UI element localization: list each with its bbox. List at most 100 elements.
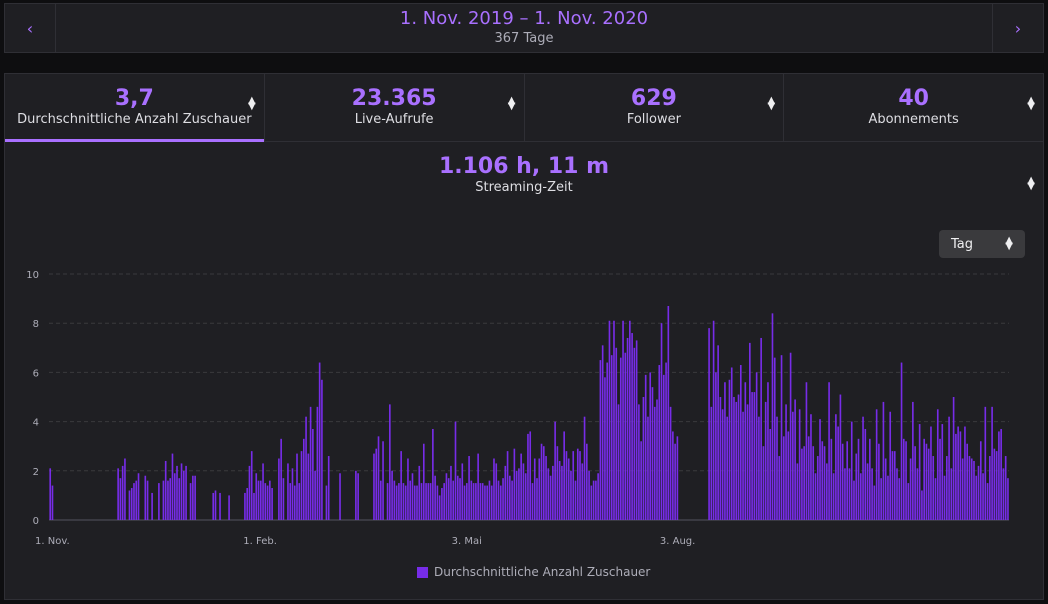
bar[interactable] bbox=[638, 404, 640, 520]
bar[interactable] bbox=[49, 468, 52, 520]
bar[interactable] bbox=[921, 490, 923, 520]
bar[interactable] bbox=[162, 480, 165, 520]
bar[interactable] bbox=[993, 448, 996, 520]
bar[interactable] bbox=[995, 451, 998, 520]
sort-icon[interactable]: ▲ ▼ bbox=[1027, 95, 1035, 112]
bar[interactable] bbox=[130, 488, 133, 520]
bar[interactable] bbox=[293, 485, 296, 520]
bar[interactable] bbox=[373, 453, 375, 520]
bar[interactable] bbox=[927, 448, 930, 520]
bar[interactable] bbox=[518, 468, 520, 520]
bar[interactable] bbox=[878, 443, 880, 520]
bar[interactable] bbox=[379, 480, 382, 520]
bar[interactable] bbox=[511, 480, 513, 520]
bar[interactable] bbox=[873, 485, 876, 520]
bar[interactable] bbox=[545, 456, 547, 520]
bar[interactable] bbox=[479, 483, 482, 520]
bar[interactable] bbox=[930, 426, 932, 520]
bar[interactable] bbox=[846, 441, 849, 520]
bar[interactable] bbox=[979, 441, 982, 520]
bar[interactable] bbox=[665, 362, 667, 520]
bar[interactable] bbox=[558, 460, 561, 520]
bar[interactable] bbox=[749, 342, 751, 520]
bar[interactable] bbox=[595, 480, 597, 520]
bar[interactable] bbox=[712, 320, 715, 520]
bar[interactable] bbox=[662, 374, 665, 520]
bar[interactable] bbox=[325, 485, 328, 520]
bar[interactable] bbox=[169, 478, 172, 520]
bar[interactable] bbox=[769, 428, 772, 520]
bar[interactable] bbox=[651, 387, 654, 520]
bar[interactable] bbox=[529, 431, 532, 520]
bar[interactable] bbox=[522, 463, 525, 520]
bar[interactable] bbox=[302, 438, 305, 520]
bar[interactable] bbox=[597, 473, 599, 520]
bar[interactable] bbox=[502, 478, 504, 520]
bar[interactable] bbox=[810, 414, 812, 520]
bar[interactable] bbox=[259, 480, 262, 520]
bar[interactable] bbox=[968, 456, 971, 520]
bar[interactable] bbox=[631, 333, 633, 520]
bar[interactable] bbox=[864, 428, 867, 520]
bar[interactable] bbox=[298, 483, 301, 520]
bar[interactable] bbox=[504, 465, 507, 520]
bar[interactable] bbox=[135, 480, 138, 520]
bar[interactable] bbox=[280, 438, 282, 520]
bar[interactable] bbox=[497, 480, 500, 520]
bar[interactable] bbox=[255, 473, 258, 520]
bar[interactable] bbox=[782, 436, 785, 520]
bar[interactable] bbox=[289, 483, 292, 520]
bar[interactable] bbox=[821, 441, 824, 520]
bar[interactable] bbox=[801, 448, 803, 520]
bar[interactable] bbox=[721, 409, 724, 520]
bar[interactable] bbox=[509, 475, 511, 520]
bar[interactable] bbox=[355, 470, 357, 520]
bar[interactable] bbox=[622, 320, 624, 520]
bar[interactable] bbox=[456, 475, 459, 520]
bar[interactable] bbox=[586, 443, 588, 520]
bar[interactable] bbox=[884, 458, 887, 521]
bar[interactable] bbox=[418, 465, 421, 520]
bar[interactable] bbox=[549, 475, 552, 520]
bar[interactable] bbox=[214, 490, 217, 520]
bar[interactable] bbox=[891, 451, 894, 520]
bar[interactable] bbox=[413, 485, 416, 520]
bar[interactable] bbox=[739, 365, 742, 520]
bar[interactable] bbox=[676, 436, 679, 520]
bar[interactable] bbox=[730, 367, 733, 520]
bar[interactable] bbox=[751, 392, 753, 520]
bar[interactable] bbox=[513, 448, 516, 520]
bar[interactable] bbox=[128, 490, 131, 520]
bar[interactable] bbox=[658, 365, 661, 520]
bar[interactable] bbox=[282, 478, 285, 520]
bar[interactable] bbox=[409, 480, 412, 520]
bar[interactable] bbox=[477, 453, 479, 520]
sort-icon[interactable]: ▲ ▼ bbox=[1027, 175, 1035, 192]
stat-followers[interactable]: 629 Follower ▲ ▼ bbox=[525, 74, 785, 141]
bar[interactable] bbox=[832, 473, 835, 520]
bar[interactable] bbox=[629, 320, 631, 520]
bar[interactable] bbox=[490, 485, 493, 520]
bar[interactable] bbox=[823, 446, 826, 520]
bar[interactable] bbox=[327, 456, 330, 520]
bar[interactable] bbox=[724, 382, 726, 520]
bar[interactable] bbox=[404, 485, 407, 520]
bar[interactable] bbox=[939, 438, 941, 520]
bar[interactable] bbox=[853, 480, 855, 520]
bar[interactable] bbox=[955, 433, 957, 520]
bar[interactable] bbox=[307, 453, 310, 520]
bar[interactable] bbox=[531, 483, 534, 520]
bar[interactable] bbox=[606, 362, 609, 520]
bar[interactable] bbox=[601, 345, 604, 520]
bar[interactable] bbox=[964, 426, 966, 520]
bar[interactable] bbox=[649, 372, 652, 520]
bar[interactable] bbox=[400, 451, 402, 520]
bar[interactable] bbox=[445, 473, 448, 520]
bar[interactable] bbox=[572, 451, 575, 520]
bar[interactable] bbox=[443, 483, 445, 520]
bar[interactable] bbox=[1000, 428, 1002, 520]
previous-period-button[interactable]: ‹ bbox=[5, 4, 56, 52]
bar[interactable] bbox=[375, 448, 378, 520]
bar[interactable] bbox=[124, 458, 126, 521]
bar[interactable] bbox=[515, 470, 518, 520]
